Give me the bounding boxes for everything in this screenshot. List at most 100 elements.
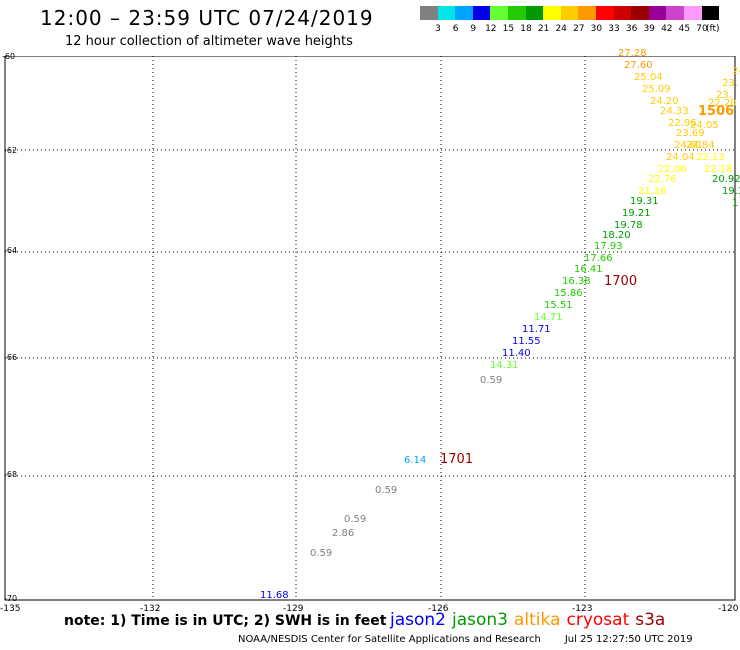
swh-observation: 24.05 [690,120,719,131]
legend-label: 6 [452,24,459,34]
lat-label: -66 [4,353,18,362]
swh-observation: 0.59 [344,514,367,525]
swh-observation: 27.60 [624,60,653,71]
swh-observation: 24 [732,66,740,77]
legend-label: 12 [485,24,497,34]
swh-observation: 24.20 [650,96,679,107]
lat-label: -68 [4,470,18,479]
swh-observation: 22.76 [648,174,677,185]
lat-label: -70 [4,594,18,603]
legend-swatch [666,6,684,20]
legend-swatch [701,6,720,20]
swh-observation: 1 [732,198,739,209]
swh-observation: 14.31 [490,360,519,371]
satellite-key: jason2 jason3 altika cryosat s3a [390,610,671,630]
legend-label: 27 [573,24,585,34]
swh-observation: 23. [722,78,738,89]
swh-observation: 11.68 [260,590,289,601]
swh-observation: 2.86 [332,528,355,539]
swh-observation: 22.18 [704,164,733,175]
legend-swatch [684,6,702,20]
swh-observation: 25.09 [642,84,671,95]
lon-label: -129 [283,604,304,614]
legend-label: 45 [678,24,691,34]
swh-observation: 22.20 [708,98,737,109]
swh-observation: 15.86 [554,288,583,299]
swh-observation: 23. [716,90,732,101]
swh-observation: 17.66 [584,253,613,264]
legend-swatch [648,6,667,20]
pass-time-label: 1700 [604,274,638,289]
swh-observation: 19.31 [630,196,659,207]
lat-label: -64 [4,246,18,255]
lon-label: -123 [572,604,593,614]
lon-label: -126 [428,604,449,614]
swh-observation: 19.78 [614,220,643,231]
map-grid [4,56,736,601]
swh-observation: 11.40 [502,348,531,359]
swh-observation: 20.92 [712,174,740,185]
satellite-jason2: jason2 [390,610,446,630]
legend-label: 30 [590,24,603,34]
units-note: note: 1) Time is in UTC; 2) SWH is in fe… [64,613,387,629]
legend-swatch [578,6,596,20]
legend-swatch [455,6,473,20]
satellite-altika: altika [514,610,561,630]
swh-observation: 24.84 [686,140,715,151]
satellite-s3a: s3a [635,610,666,630]
credit-text: NOAA/NESDIS Center for Satellite Applica… [238,634,541,645]
swh-observation: 25.04 [634,72,663,83]
pass-time-label: 1701 [440,452,474,467]
legend-label: 70 [696,24,708,34]
legend-label: 21 [537,24,550,34]
lon-label: -120 [718,604,739,614]
map-frame [4,56,736,601]
legend-swatch [490,6,508,20]
swh-observation: 0.59 [375,485,398,496]
swh-observation: 24.61 [674,140,703,151]
legend-label: 15 [502,24,515,34]
map-plot [0,56,740,606]
footer-credit: NOAA/NESDIS Center for Satellite Applica… [238,634,693,645]
swh-observation: 22.96 [668,118,697,129]
swh-observation: 0.59 [310,548,333,559]
swh-observation: 11.71 [522,324,551,335]
lon-label: -132 [140,604,161,614]
satellite-jason3: jason3 [452,610,508,630]
swh-observation: 22.13 [696,152,725,163]
legend-label: 36 [625,24,638,34]
lat-label: -60 [2,52,16,61]
legend-label: 18 [520,24,532,34]
swh-observation: 18.20 [602,230,631,241]
swh-observation: 19.3 [722,186,740,197]
swh-observation: 22.06 [658,164,687,175]
swh-observation: 24.04 [666,152,695,163]
pass-time-label: 1506 [698,104,735,119]
legend-swatch [508,6,526,20]
legend-swatch [613,6,632,20]
lat-label: -62 [4,146,18,155]
timestamp: Jul 25 12:27:50 UTC 2019 [564,634,693,645]
page-subtitle: 12 hour collection of altimeter wave hei… [65,34,353,49]
legend-label: 39 [643,24,655,34]
legend-swatch [631,6,649,20]
swh-observation: 24.33 [660,106,689,117]
lon-label: -135 [0,604,21,614]
swh-observation: 11.55 [512,336,541,347]
legend-swatch [560,6,579,20]
swh-observation: 19.21 [622,208,651,219]
legend-label: 3 [435,24,441,34]
satellite-cryosat: cryosat [566,610,630,630]
swh-observation: 17.93 [594,241,623,252]
legend-unit: (ft) [706,24,720,34]
legend-label: 42 [661,24,673,34]
swh-observation: 6.14 [404,455,427,466]
swh-observation: 0.59 [480,375,503,386]
swh-observation: 21.16 [638,186,667,197]
swh-observation: 16.38 [562,276,591,287]
legend-swatch [543,6,561,20]
swh-observation: 16.41 [574,264,603,275]
swh-observation: 15.51 [544,300,573,311]
swh-observation: 14.71 [534,312,563,323]
legend-label: 9 [470,24,477,34]
